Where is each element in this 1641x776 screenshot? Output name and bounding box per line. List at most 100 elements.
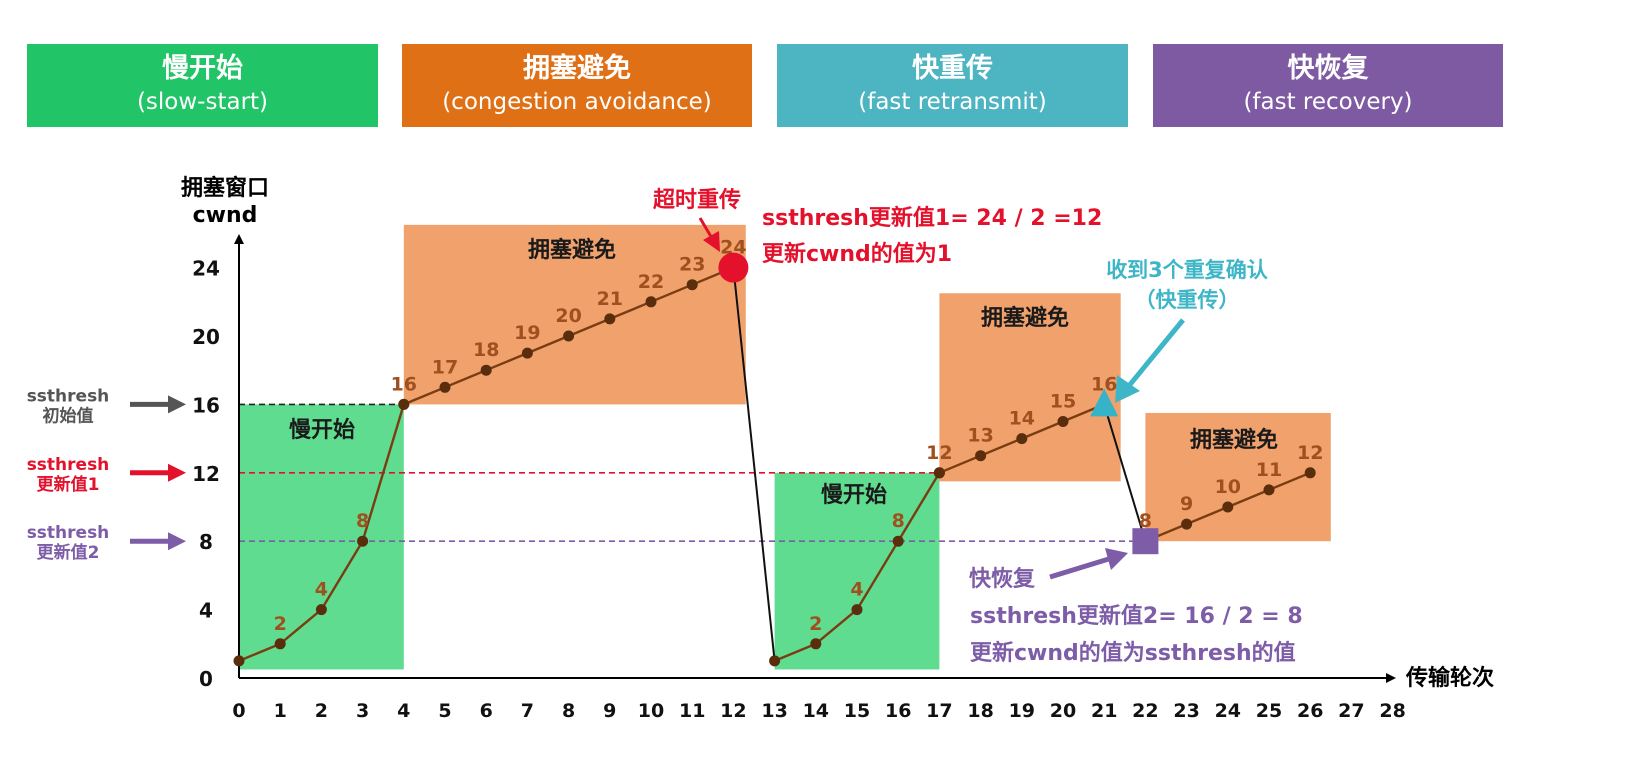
cwnd-data-point (933, 467, 945, 479)
cwnd-data-point (233, 655, 245, 667)
data-point-label: 19 (514, 322, 540, 344)
region-label: 慢开始 (821, 482, 887, 508)
x-tick-label: 28 (1379, 700, 1405, 722)
y-tick-label: 0 (199, 667, 213, 691)
data-point-label: 13 (967, 425, 993, 447)
cwnd-data-point (1222, 501, 1234, 513)
phase-title: 快恢复 (1287, 53, 1369, 84)
timeout-ssthresh-text: ssthresh更新值1= 24 / 2 =12 (762, 205, 1102, 231)
x-tick-label: 20 (1050, 700, 1076, 722)
data-point-label: 8 (1139, 510, 1152, 532)
x-tick-label: 12 (720, 700, 746, 722)
y-tick-label: 16 (192, 393, 220, 417)
timeout-arrow-head-icon (703, 231, 720, 252)
data-point-label: 18 (473, 339, 499, 361)
data-point-label: 15 (1050, 391, 1076, 413)
timeout-label: 超时重传 (653, 188, 741, 213)
x-axis-title: 传输轮次 (1405, 665, 1494, 691)
cwnd-data-point (521, 347, 533, 359)
x-tick-label: 10 (638, 700, 664, 722)
ssthresh-marker-sublabel: 更新值1 (37, 474, 100, 495)
x-tick-label: 19 (1009, 700, 1035, 722)
region-label: 拥塞避免 (1190, 427, 1278, 453)
cwnd-data-point (315, 604, 327, 616)
x-tick-label: 0 (232, 700, 245, 722)
phase-subtitle: (fast retransmit) (858, 89, 1047, 115)
phase-header-fast-recovery: 快恢复 (fast recovery) (1153, 44, 1503, 127)
phase-header-fast-retransmit: 快重传 (fast retransmit) (777, 44, 1128, 127)
cwnd-data-point (1181, 518, 1193, 530)
phase-subtitle: (slow-start) (136, 89, 269, 115)
triple-ack-marker (1090, 388, 1119, 417)
data-point-label: 16 (1091, 373, 1117, 395)
data-point-label: 14 (1009, 408, 1035, 430)
cwnd-data-point (398, 398, 410, 410)
data-point-label: 4 (850, 579, 863, 601)
phase-header-congestion-avoidance: 拥塞避免 (congestion avoidance) (402, 44, 752, 127)
data-point-label: 21 (597, 288, 623, 310)
x-tick-label: 1 (274, 700, 287, 722)
phase-subtitle: (congestion avoidance) (442, 89, 712, 115)
cwnd-data-point (563, 330, 575, 342)
x-tick-label: 22 (1132, 700, 1158, 722)
x-tick-label: 9 (603, 700, 616, 722)
ssthresh-marker-label: ssthresh (27, 523, 110, 543)
x-tick-label: 3 (356, 700, 369, 722)
phase-subtitle: (fast recovery) (1243, 89, 1413, 115)
cwnd-data-point (645, 296, 657, 308)
phase-title: 快重传 (912, 53, 993, 84)
x-tick-label: 24 (1215, 700, 1241, 722)
y-tick-label: 4 (199, 599, 213, 623)
fast-recovery-label: 快恢复 (969, 566, 1036, 592)
region-label: 拥塞避免 (528, 237, 616, 263)
cwnd-drop-line (1103, 404, 1147, 542)
x-tick-label: 18 (967, 700, 993, 722)
data-point-label: 24 (720, 237, 746, 259)
data-point-label: 4 (315, 579, 328, 601)
data-point-label: 20 (555, 305, 581, 327)
cwnd-data-point (274, 638, 286, 650)
x-tick-label: 13 (761, 700, 787, 722)
x-tick-label: 4 (397, 700, 410, 722)
x-tick-label: 14 (803, 700, 829, 722)
data-point-label: 23 (679, 254, 705, 276)
phase-header-slow-start: 慢开始 (slow-start) (27, 44, 378, 127)
y-tick-label: 8 (199, 530, 213, 554)
x-tick-label: 11 (679, 700, 705, 722)
cwnd-data-point (1304, 467, 1316, 479)
x-tick-label: 6 (480, 700, 493, 722)
ssthresh-marker-label: ssthresh (27, 455, 110, 475)
congestion-avoidance-region (939, 293, 1121, 482)
cwnd-data-point (1263, 484, 1275, 496)
phase-title: 拥塞避免 (523, 53, 631, 84)
triple-ack-sublabel: （快重传） (1135, 288, 1240, 312)
ssthresh-arrow-head-icon (168, 463, 186, 482)
timeout-cwnd-text: 更新cwnd的值为1 (762, 241, 952, 267)
data-point-label: 12 (1297, 442, 1323, 464)
data-point-label: 22 (638, 271, 664, 293)
region-label: 拥塞避免 (981, 305, 1069, 331)
cwnd-data-point (439, 381, 451, 393)
x-tick-label: 7 (521, 700, 534, 722)
slow-start-region (774, 472, 940, 670)
x-tick-label: 25 (1256, 700, 1282, 722)
x-tick-label: 23 (1173, 700, 1199, 722)
fast-recovery-arrow-icon (1049, 555, 1113, 580)
cwnd-data-point (851, 604, 863, 616)
data-point-label: 2 (809, 613, 822, 635)
x-tick-label: 2 (315, 700, 328, 722)
data-point-label: 12 (926, 442, 952, 464)
y-axis-title: cwnd (193, 203, 258, 228)
cwnd-data-point (1057, 416, 1069, 427)
cwnd-drop-line (732, 267, 776, 662)
fast-recovery-marker (1132, 528, 1159, 555)
cwnd-data-point (769, 655, 781, 667)
triple-ack-label: 收到3个重复确认 (1106, 258, 1268, 282)
region-label: 慢开始 (289, 417, 355, 443)
data-point-label: 17 (432, 356, 458, 378)
data-point-label: 16 (391, 373, 417, 395)
x-tick-label: 17 (926, 700, 952, 722)
cwnd-data-point (480, 364, 492, 376)
cwnd-data-point (892, 535, 904, 547)
